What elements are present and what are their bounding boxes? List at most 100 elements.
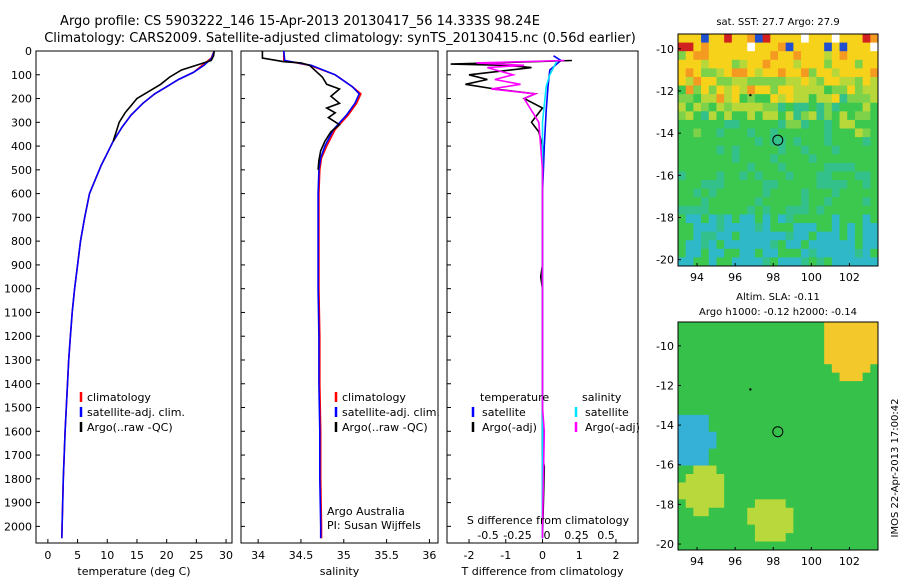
map-cell [816, 162, 825, 172]
map-cell [824, 414, 833, 424]
map-cell [808, 188, 817, 198]
map-cell [731, 507, 741, 517]
map-cell [701, 330, 710, 340]
map-cell [716, 214, 725, 224]
map-cell [793, 322, 802, 331]
map-cell [724, 338, 733, 348]
map-cell [831, 322, 841, 331]
map-cell [754, 330, 764, 340]
map-cell [793, 188, 802, 198]
map-cell [808, 119, 817, 130]
map-cell [701, 154, 710, 164]
map-cell [685, 507, 694, 517]
map-cell [847, 398, 856, 407]
map-cell [778, 214, 787, 224]
map-cell [685, 231, 694, 241]
map-cell [816, 180, 825, 190]
map-cell [739, 162, 748, 172]
map-cell [770, 355, 779, 365]
map-cell [847, 188, 856, 198]
map-cell [754, 347, 764, 357]
map-cell [824, 364, 833, 374]
map-cell [731, 128, 741, 138]
map-cell [854, 197, 864, 207]
argo-position-marker [772, 134, 784, 146]
map-cell [847, 516, 856, 526]
map-cell [839, 465, 848, 475]
map-cell [701, 188, 710, 198]
map-cell [785, 128, 794, 138]
map-cell [716, 389, 725, 399]
map-cell [839, 330, 848, 340]
map-cell [731, 406, 741, 416]
map-cell [808, 457, 817, 467]
sla-map-lat-tick-label: -16 [656, 459, 674, 472]
map-cell [685, 465, 694, 475]
map-cell [854, 205, 864, 215]
map-cell [678, 42, 687, 52]
map-cell [724, 330, 733, 340]
map-cell [685, 197, 694, 207]
map-cell [847, 338, 856, 348]
map-cell [693, 474, 702, 483]
map-cell [754, 507, 764, 517]
map-cell [862, 34, 871, 44]
map-cell [678, 85, 687, 95]
map-cell [754, 231, 764, 241]
map-cell [754, 499, 764, 509]
map-cell [801, 338, 810, 348]
map-cell [847, 42, 856, 52]
map-cell [847, 214, 856, 224]
map-cell [839, 482, 848, 492]
map-cell [724, 381, 733, 391]
sla-map-subtitle: Argo h1000: -0.12 h2000: -0.14 [699, 307, 857, 318]
map-cell [870, 541, 879, 551]
map-cell [862, 338, 871, 348]
map-cell [701, 431, 710, 441]
map-cell [754, 516, 764, 526]
map-cell [739, 145, 748, 155]
map-cell [870, 248, 879, 258]
map-cell [747, 457, 756, 467]
map-cell [831, 248, 841, 258]
map-cell [862, 482, 871, 492]
map-cell [739, 440, 748, 450]
map-cell [701, 68, 710, 78]
map-cell [739, 465, 748, 475]
map-cell [716, 398, 725, 407]
map-cell [739, 355, 748, 365]
map-cell [778, 355, 787, 365]
map-cell [816, 347, 825, 357]
map-cell [731, 188, 741, 198]
map-cell [839, 423, 848, 433]
map-cell [701, 516, 710, 526]
map-cell [862, 119, 871, 130]
map-cell [778, 188, 787, 198]
map-cell [747, 406, 756, 416]
map-cell [831, 111, 841, 121]
map-cell [831, 154, 841, 164]
map-cell [754, 490, 764, 500]
map-cell [685, 398, 694, 407]
map-cell [816, 42, 825, 52]
map-cell [716, 231, 725, 241]
map-cell [839, 162, 848, 172]
map-cell [824, 137, 833, 147]
map-cell [785, 94, 794, 104]
map-cell [785, 257, 794, 267]
map-cell [739, 137, 748, 147]
map-cell [708, 448, 717, 458]
map-cell [701, 59, 710, 69]
map-cell [685, 490, 694, 500]
map-cell [824, 51, 833, 61]
map-cell [808, 76, 817, 87]
map-cell [701, 180, 710, 190]
map-cell [708, 257, 717, 267]
map-cell [847, 541, 856, 551]
map-cell [708, 68, 717, 78]
map-cell [685, 171, 694, 181]
map-cell [816, 499, 825, 509]
map-cell [693, 398, 702, 407]
map-cell [716, 355, 725, 365]
